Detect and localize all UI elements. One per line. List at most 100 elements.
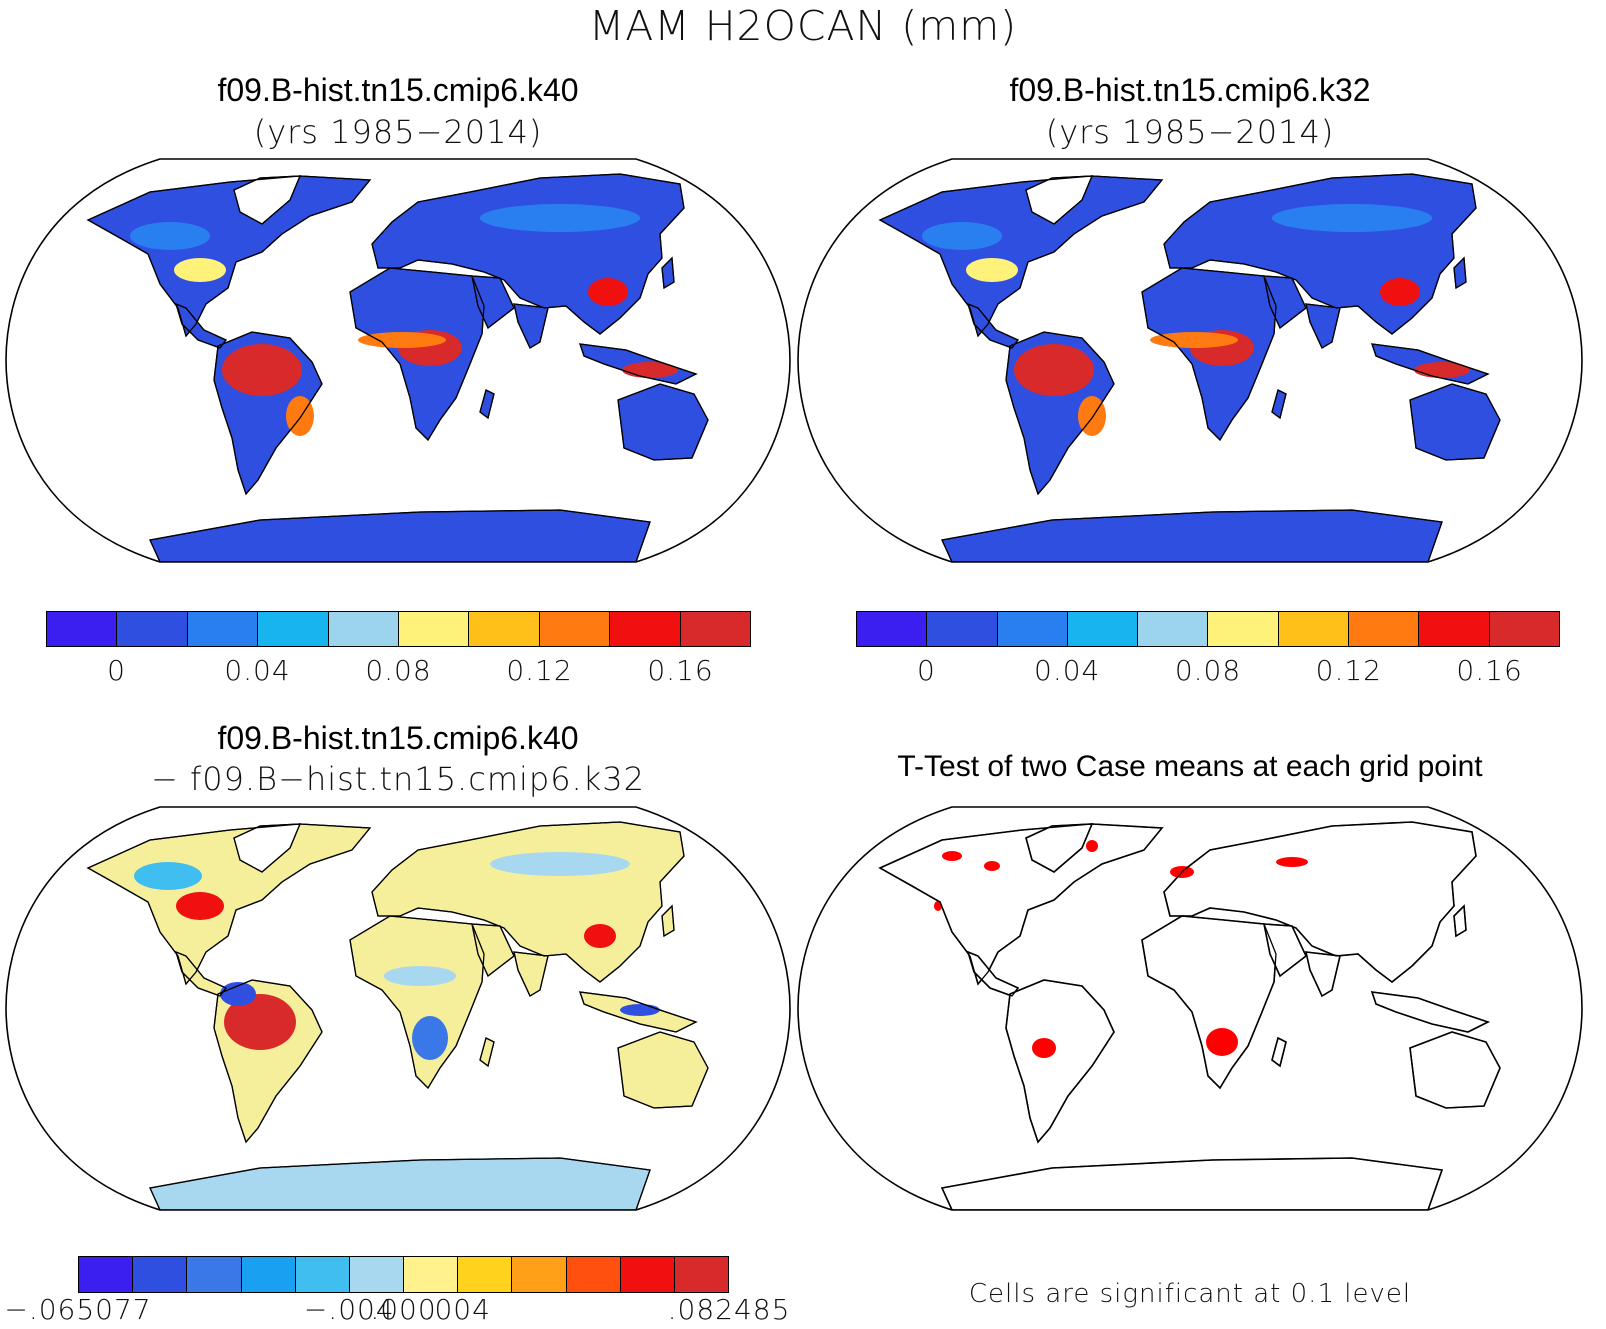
coastline-south-america: [213, 979, 323, 1144]
colorbar-swatch: [927, 612, 998, 646]
coastline-madagascar: [1271, 389, 1287, 420]
map-bottom-right: [797, 806, 1583, 1211]
colorbar-swatch: [1278, 612, 1350, 646]
coastline-australia: [1409, 1031, 1501, 1109]
canada-diff: [134, 862, 202, 890]
coastline-eurasia: [371, 821, 685, 983]
colorbar-tick-label: 0.08: [365, 654, 432, 687]
map-frame: [5, 158, 791, 563]
siberia-diff: [490, 852, 630, 876]
colorbar-swatch: [187, 612, 259, 646]
colorbar-swatch: [674, 1257, 729, 1292]
colorbar-swatch: [1349, 612, 1420, 646]
coastline-south-america: [1005, 979, 1115, 1144]
colorbar-swatch: [458, 1257, 513, 1292]
colorbar-tick-label: −.065077: [4, 1293, 152, 1326]
sahel-band: [1150, 332, 1238, 348]
colorbar-tick-label: 0: [107, 654, 126, 687]
colorbar-swatch: [399, 612, 470, 646]
siberia-lighter: [480, 204, 640, 232]
colorbar-swatch: [1208, 612, 1279, 646]
colorbar-swatch: [47, 612, 118, 646]
coastline-se-asia-islands: [579, 991, 698, 1033]
colorbar-tick-label: .082485: [667, 1293, 791, 1326]
colorbar-bottom-left-labels: −.065077 −.004.000.004 .082485: [4, 1293, 789, 1329]
colorbar-tick-label: 0.08: [1174, 654, 1242, 687]
coastline-india: [513, 303, 549, 349]
colorbar-swatch: [857, 612, 928, 646]
coastline-africa: [1141, 267, 1277, 442]
coastline-eurasia: [1163, 173, 1477, 335]
coastline-australia: [1409, 383, 1501, 461]
colorbar-swatch: [349, 1257, 405, 1292]
colorbar-swatch: [328, 612, 400, 646]
sig-canada-b: [984, 861, 1000, 871]
sig-brazil: [1032, 1038, 1056, 1058]
sig-south-africa: [1206, 1028, 1238, 1056]
panel-br-ttest-title: T-Test of two Case means at each grid po…: [897, 750, 1483, 783]
coastline-africa: [349, 267, 485, 442]
coastline-se-asia-islands: [1371, 991, 1490, 1033]
panel-tl-years: (yrs 1985−2014): [253, 113, 543, 151]
amazon-diff: [224, 994, 296, 1050]
coastline-japan: [661, 904, 675, 938]
sahel-band: [358, 332, 446, 348]
colorbar-tick-label: .004: [424, 1293, 491, 1326]
colorbar-swatch: [258, 612, 329, 646]
siberia-lighter: [1272, 204, 1432, 232]
sig-russia: [1276, 857, 1308, 867]
colorbar-tick-label: 0.04: [1034, 654, 1101, 687]
coastline-india: [1305, 951, 1341, 997]
colorbar-tick-label: .000: [370, 1293, 437, 1326]
coastline-greenland: [233, 823, 301, 873]
colorbar-bottom-left: [78, 1256, 729, 1293]
colorbar-top-left: [46, 611, 751, 647]
china-diff: [584, 924, 616, 948]
sig-canada-a: [942, 851, 962, 861]
coastline-australia: [617, 383, 709, 461]
coastline-australia: [617, 1031, 709, 1109]
colorbar-swatch: [1419, 612, 1490, 646]
china-high: [588, 278, 628, 306]
canada-lighter: [130, 222, 210, 250]
colorbar-top-right: [856, 611, 1560, 647]
colorbar-swatch: [512, 1257, 567, 1292]
colorbar-swatch: [1067, 612, 1139, 646]
map-frame: [797, 158, 1583, 563]
colorbar-swatch: [469, 612, 540, 646]
indonesia-high: [622, 362, 678, 378]
canada-lighter: [922, 222, 1002, 250]
amazon-high: [1014, 344, 1094, 396]
panel-tr-years: (yrs 1985−2014): [1045, 113, 1335, 151]
china-high: [1380, 278, 1420, 306]
map-frame: [5, 806, 791, 1211]
coastline-arabia: [471, 275, 515, 330]
map-top-left: [5, 158, 791, 563]
sahel-diff: [384, 966, 456, 986]
colorbar-tick-label: 0.12: [1315, 654, 1382, 687]
coastline-africa: [1141, 915, 1277, 1090]
coastline-antarctica: [941, 1157, 1443, 1210]
coastline-africa: [349, 915, 485, 1090]
colorbar-swatch: [566, 1257, 621, 1292]
map-top-right: [797, 158, 1583, 563]
coastline-antarctica: [941, 509, 1443, 562]
colorbar-swatch: [79, 1257, 134, 1292]
coastline-se-asia-islands: [1371, 343, 1490, 385]
coastline-india: [513, 951, 549, 997]
coastline-india: [1305, 303, 1341, 349]
coastline-antarctica: [149, 509, 651, 562]
figure-title: MAM H2OCAN (mm): [588, 2, 1018, 50]
colorbar-swatch: [295, 1257, 350, 1292]
coastline-south-america: [1005, 331, 1115, 496]
us-east-diff: [176, 892, 224, 920]
colorbar-tick-label: 0.04: [224, 654, 291, 687]
coastline-arabia: [1263, 923, 1307, 978]
coastline-madagascar: [1271, 1037, 1287, 1068]
panel-tr-case-title: f09.B-hist.tn15.cmip6.k32: [1009, 72, 1371, 108]
coastline-madagascar: [479, 1037, 495, 1068]
map-bottom-left: [5, 806, 791, 1211]
colorbar-swatch: [133, 1257, 188, 1292]
coastline-japan: [661, 256, 675, 290]
colorbar-swatch: [241, 1257, 296, 1292]
